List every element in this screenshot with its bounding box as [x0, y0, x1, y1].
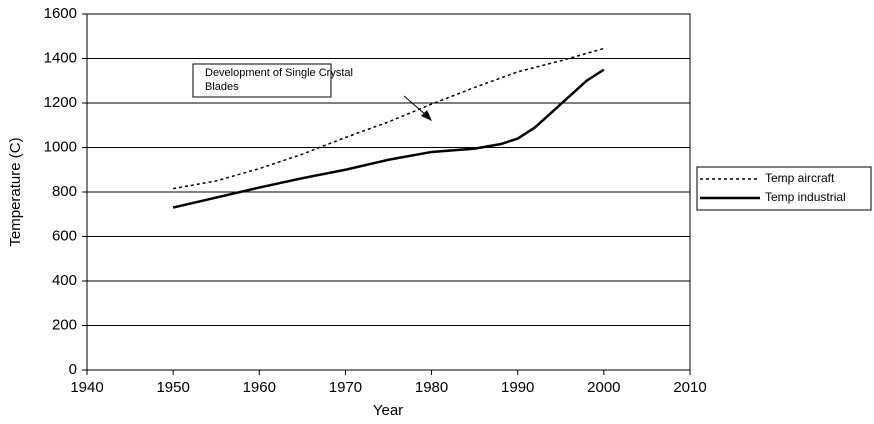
annotation-box: [192, 63, 332, 98]
x-tick-label: 1950: [156, 379, 189, 396]
annotation: Development of Single Crystal Blades: [192, 63, 432, 121]
y-tick-label: 200: [52, 316, 77, 333]
x-tick-label: 1980: [415, 379, 448, 396]
y-axis-label: Temperature (C): [7, 137, 24, 246]
x-tick-label: 1990: [501, 379, 534, 396]
legend: Temp aircraft Temp industrial: [696, 166, 872, 211]
x-axis-label: Year: [373, 402, 403, 419]
plot-area: [86, 13, 691, 371]
x-tick-label: 2010: [673, 379, 706, 396]
annotation-arrow: [403, 95, 427, 116]
y-tick-label: 800: [52, 183, 77, 200]
legend-label: Temp industrial: [765, 190, 846, 204]
x-tick-label: 1970: [329, 379, 362, 396]
annotation-text: Development of Single Crystal: [205, 67, 353, 79]
line: [172, 68, 605, 209]
y-tick-label: 1400: [44, 49, 77, 66]
y-tick-label: 0: [69, 361, 77, 378]
x-tick-label: 1940: [70, 379, 103, 396]
annotation-text: Blades: [205, 81, 239, 93]
line: [173, 47, 605, 190]
y-tick-label: 1600: [44, 5, 77, 22]
arrow-head: [421, 110, 432, 121]
y-tick-label: 1200: [44, 94, 77, 111]
y-tick-label: 600: [52, 227, 77, 244]
legend-box: [696, 166, 872, 211]
x-tick-label: 1960: [243, 379, 276, 396]
legend-label: Temp aircraft: [765, 171, 835, 185]
y-tick-label: 400: [52, 272, 77, 289]
x-tick-label: 2000: [587, 379, 620, 396]
y-tick-label: 1000: [44, 138, 77, 155]
